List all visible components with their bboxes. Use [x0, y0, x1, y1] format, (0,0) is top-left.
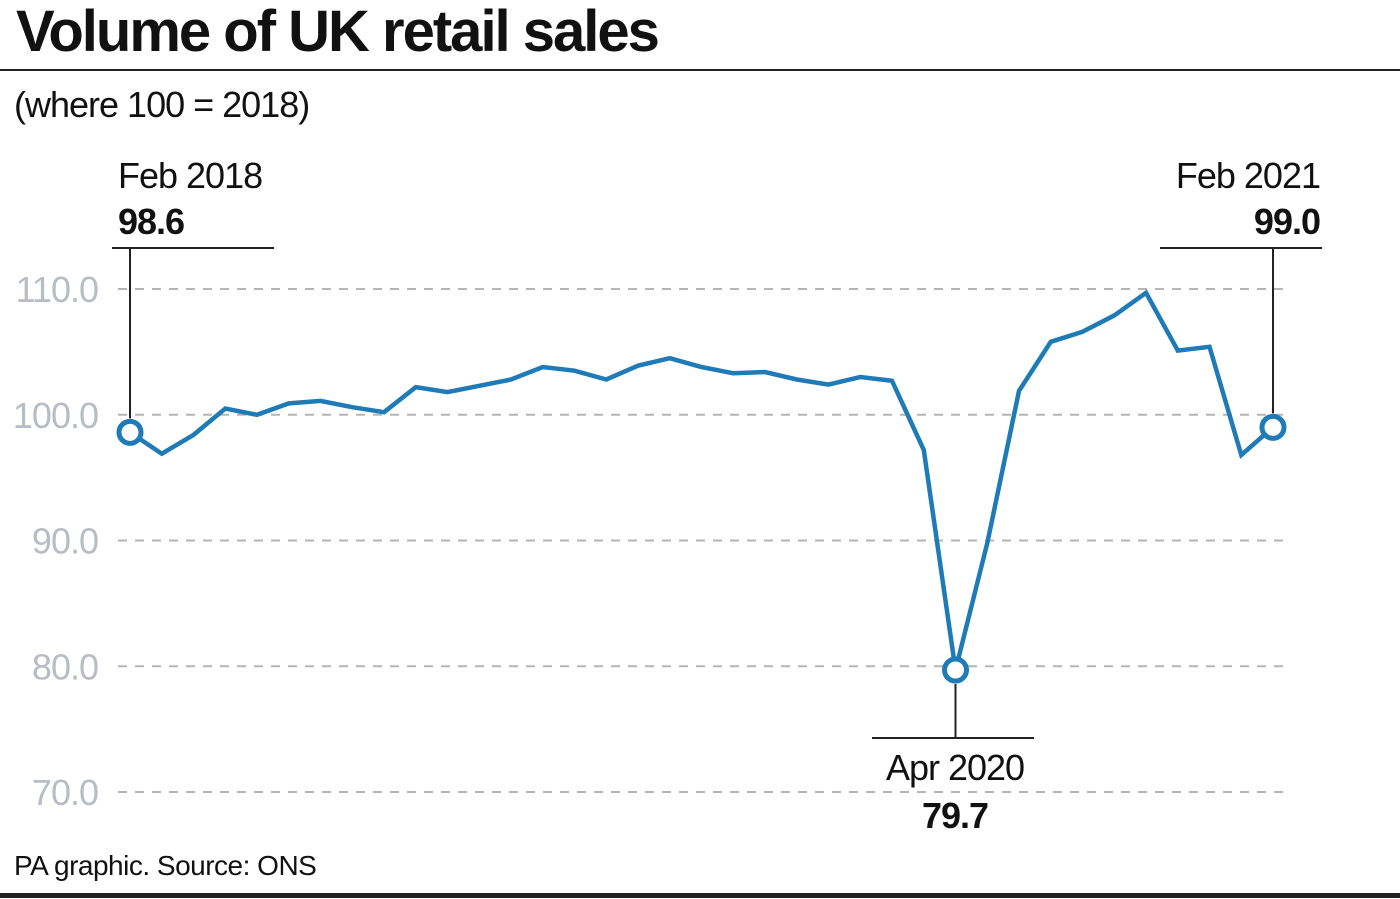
- annotation-label: Apr 2020: [886, 747, 1024, 788]
- annotation-label: Feb 2018: [118, 155, 262, 196]
- annotation-marker: [116, 418, 144, 446]
- y-tick-label: 80.0: [32, 646, 98, 687]
- annotations: Feb 2018 98.6 Apr 2020 79.7 Feb 2021 99.0: [112, 155, 1322, 836]
- y-tick-label: 70.0: [32, 772, 98, 813]
- gridlines: [118, 288, 1290, 793]
- annotation-marker: [942, 656, 969, 684]
- annotation-label: Feb 2021: [1176, 155, 1320, 196]
- y-tick-label: 110.0: [16, 269, 98, 310]
- y-tick-label: 90.0: [32, 521, 98, 562]
- series-line: [127, 289, 1276, 671]
- data-series: [116, 289, 1287, 684]
- annotation-marker: [1259, 413, 1287, 441]
- annotation-value: 79.7: [922, 795, 988, 836]
- chart-title: Volume of UK retail sales: [16, 0, 660, 64]
- y-axis-ticks: 110.0 100.0 90.0 80.0 70.0: [13, 269, 99, 813]
- y-tick-label: 100.0: [13, 395, 98, 436]
- source-credit: PA graphic. Source: ONS: [14, 850, 317, 881]
- annotation-value: 99.0: [1254, 201, 1320, 242]
- title-rule: [0, 69, 1400, 71]
- bottom-rule: [0, 893, 1400, 898]
- annotation-value: 98.6: [118, 201, 184, 242]
- chart-subtitle: (where 100 = 2018): [14, 84, 310, 125]
